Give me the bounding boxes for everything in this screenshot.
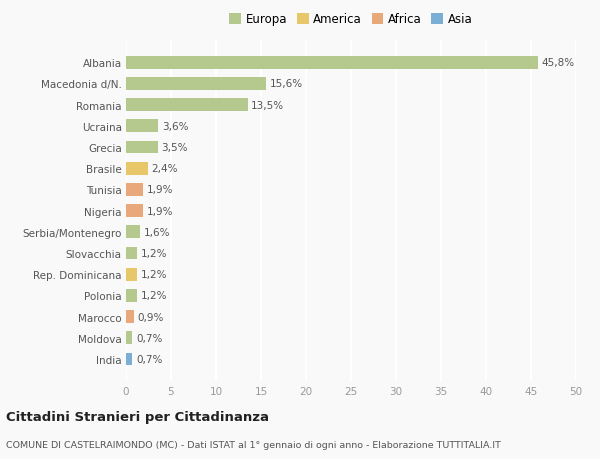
Bar	[126, 268, 137, 281]
Text: 0,9%: 0,9%	[138, 312, 164, 322]
Text: 1,6%: 1,6%	[144, 227, 170, 237]
Text: COMUNE DI CASTELRAIMONDO (MC) - Dati ISTAT al 1° gennaio di ogni anno - Elaboraz: COMUNE DI CASTELRAIMONDO (MC) - Dati IST…	[6, 441, 501, 449]
Bar	[126, 247, 137, 260]
Text: Cittadini Stranieri per Cittadinanza: Cittadini Stranieri per Cittadinanza	[6, 410, 269, 423]
Text: 13,5%: 13,5%	[251, 101, 284, 110]
Text: 45,8%: 45,8%	[542, 58, 575, 68]
Bar	[126, 78, 266, 90]
Bar	[126, 162, 148, 175]
Text: 1,9%: 1,9%	[146, 185, 173, 195]
Text: 1,2%: 1,2%	[140, 248, 167, 258]
Text: 2,4%: 2,4%	[151, 164, 178, 174]
Bar	[126, 99, 248, 112]
Bar	[126, 141, 157, 154]
Bar	[126, 184, 143, 196]
Bar	[126, 353, 133, 365]
Bar	[126, 311, 134, 323]
Bar	[126, 332, 133, 344]
Text: 0,7%: 0,7%	[136, 333, 162, 343]
Text: 1,2%: 1,2%	[140, 269, 167, 280]
Text: 3,6%: 3,6%	[162, 122, 188, 132]
Bar	[126, 120, 158, 133]
Text: 3,5%: 3,5%	[161, 143, 188, 153]
Legend: Europa, America, Africa, Asia: Europa, America, Africa, Asia	[229, 13, 473, 26]
Bar	[126, 289, 137, 302]
Bar	[126, 57, 538, 69]
Bar	[126, 205, 143, 218]
Text: 0,7%: 0,7%	[136, 354, 162, 364]
Bar	[126, 226, 140, 239]
Text: 15,6%: 15,6%	[270, 79, 303, 89]
Text: 1,9%: 1,9%	[146, 206, 173, 216]
Text: 1,2%: 1,2%	[140, 291, 167, 301]
